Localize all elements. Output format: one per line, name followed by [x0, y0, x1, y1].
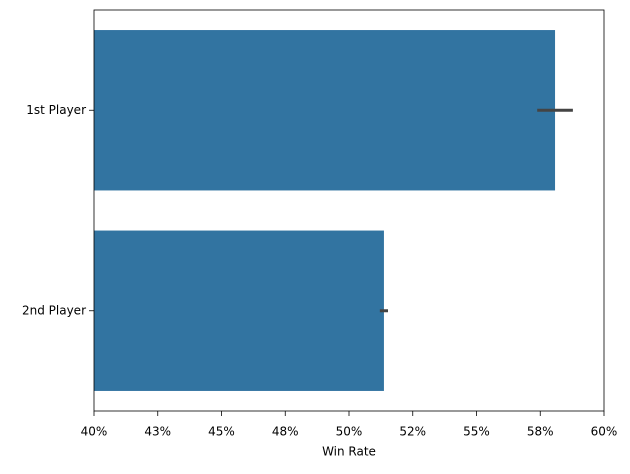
plot-frame: [93, 9, 605, 412]
x-tick-label: 48%: [272, 425, 299, 439]
x-tick-label: 58%: [527, 425, 554, 439]
y-tick-label: 1st Player: [26, 103, 86, 117]
x-tick-label: 43%: [144, 425, 171, 439]
x-tick-label: 55%: [463, 425, 490, 439]
bar: [94, 30, 556, 191]
x-tick-label: 45%: [208, 425, 235, 439]
x-tick-label: 50%: [336, 425, 363, 439]
bar: [94, 230, 384, 391]
x-tick-label: 40%: [81, 425, 108, 439]
x-axis-label: Win Rate: [322, 445, 376, 459]
x-tick-label: 60%: [591, 425, 618, 439]
y-tick-label: 2nd Player: [22, 303, 86, 317]
x-tick-label: 52%: [399, 425, 426, 439]
